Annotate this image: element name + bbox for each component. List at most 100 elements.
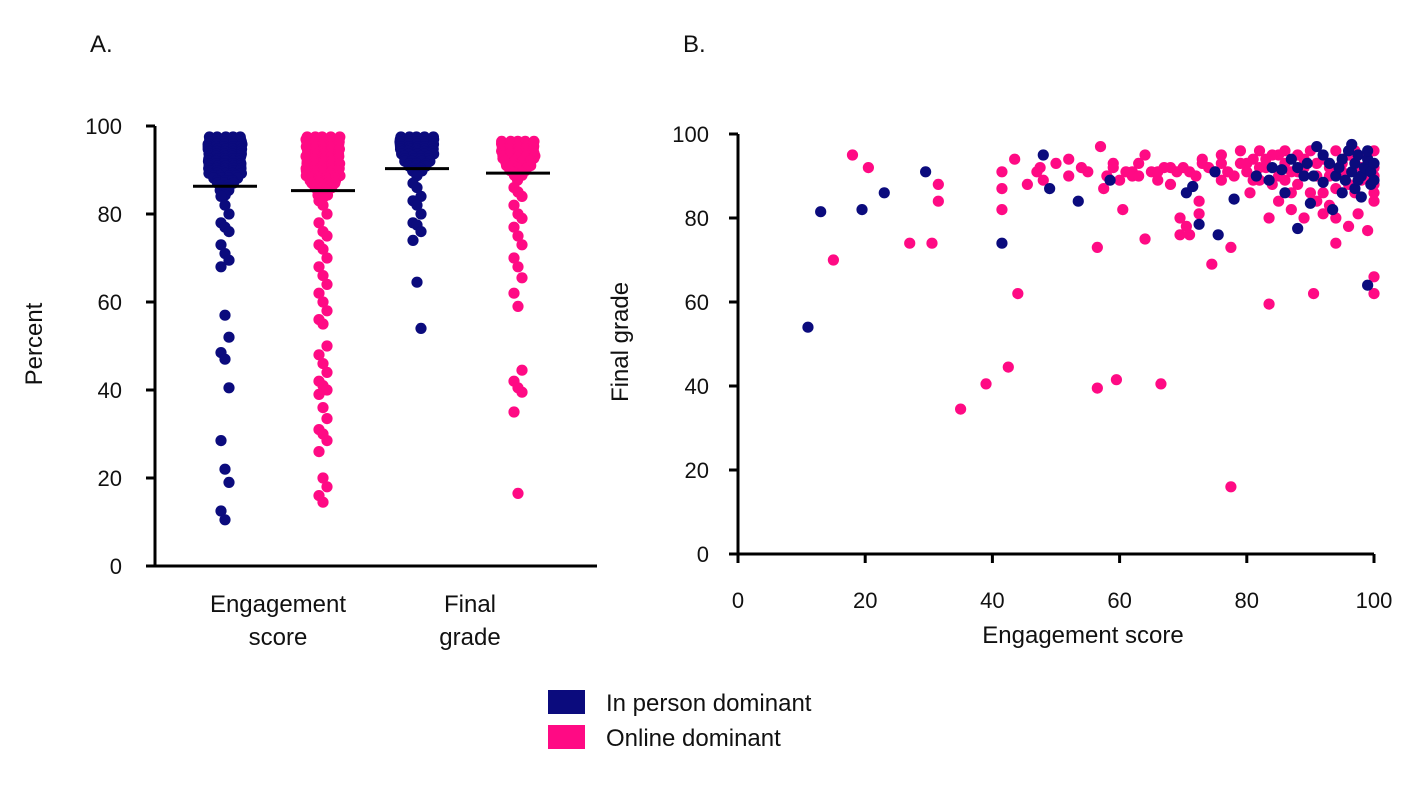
scatter-point: [1263, 174, 1275, 186]
scatter-point: [904, 237, 916, 249]
swarm-point: [317, 199, 329, 211]
panel-a-y-tick-label: 60: [98, 290, 122, 315]
panel-b-y-tick-label: 20: [685, 458, 709, 483]
scatter-point: [1063, 153, 1075, 165]
scatter-point: [1110, 374, 1123, 386]
scatter-point: [1304, 197, 1316, 209]
swarm-point: [508, 221, 520, 233]
scatter-point: [1311, 157, 1323, 169]
scatter-point: [1253, 145, 1266, 157]
swarm-point: [317, 472, 329, 484]
swarm-point: [321, 230, 333, 242]
scatter-point: [955, 403, 967, 415]
scatter-point: [1250, 170, 1262, 182]
panel-b-x-axis-title: Engagement score: [982, 622, 1183, 649]
scatter-point: [1180, 220, 1192, 232]
scatter-point: [846, 149, 859, 161]
swarm-point: [407, 234, 419, 246]
scatter-point: [1304, 187, 1316, 199]
swarm-point: [219, 514, 231, 526]
scatter-point: [1362, 279, 1374, 291]
legend-label-in-person: In person dominant: [606, 690, 812, 717]
swarm-point: [415, 208, 427, 220]
swarm-point: [321, 305, 333, 317]
swarm-point: [321, 278, 333, 290]
panel-b-axes: [736, 134, 1374, 556]
scatter-point: [1104, 174, 1116, 186]
scatter-point: [1352, 208, 1364, 220]
swarm-point: [508, 252, 520, 264]
scatter-point: [1009, 153, 1021, 165]
swarm-point: [215, 505, 227, 517]
scatter-point: [1327, 204, 1339, 216]
scatter-point: [1091, 241, 1103, 253]
scatter-point: [920, 166, 932, 178]
panel-a-axes: [153, 126, 597, 568]
swarm-point: [516, 364, 528, 376]
scatter-point: [1117, 204, 1129, 216]
legend-label-online: Online dominant: [606, 725, 781, 752]
scatter-point: [1368, 288, 1380, 300]
swarm-point: [411, 199, 423, 211]
panel-b-x-tick-label: 80: [1235, 588, 1259, 613]
swarm-point: [516, 272, 528, 284]
scatter-point: [1346, 166, 1358, 178]
scatter-point: [1330, 237, 1342, 249]
swarm-point: [313, 388, 325, 400]
panel-b-letter: B.: [683, 31, 706, 58]
swarm-point: [411, 276, 423, 288]
panel-b: B. Final grade 0 20 40 60 80 100 0 20 40 60 80 100…: [607, 31, 1392, 649]
panel-a-medians: [193, 167, 550, 193]
scatter-point: [1164, 178, 1177, 190]
legend-swatch-in-person: [548, 690, 585, 714]
scatter-point: [1317, 149, 1329, 161]
scatter-point: [1209, 166, 1221, 178]
scatter-point: [932, 178, 944, 190]
scatter-point: [1152, 166, 1164, 178]
swarm-point: [321, 252, 333, 264]
swarm-point: [321, 413, 333, 425]
panel-b-x-tick-label: 100: [1356, 588, 1393, 613]
scatter-point: [1263, 298, 1275, 310]
scatter-point: [1133, 157, 1145, 169]
scatter-point: [926, 237, 938, 249]
scatter-point: [1037, 174, 1049, 186]
scatter-point: [1228, 170, 1240, 182]
panel-b-y-tick-label: 40: [685, 374, 709, 399]
swarm-point: [415, 226, 427, 238]
scatter-point: [1152, 174, 1164, 186]
scatter-point: [827, 254, 840, 266]
panel-a-group-label-2-line-1: Final: [444, 591, 496, 618]
scatter-point: [1301, 157, 1313, 169]
panel-b-x-tick-label: 20: [853, 588, 877, 613]
swarm-point: [317, 243, 329, 255]
scatter-point: [856, 204, 868, 216]
scatter-point: [1336, 153, 1348, 165]
scatter-point: [1174, 229, 1186, 241]
panel-a: A. Percent 0 20 40 60 80 100 Engagement score…: [21, 31, 597, 651]
swarm-point: [508, 287, 520, 299]
scatter-point: [1292, 178, 1304, 190]
swarm-point: [321, 481, 333, 493]
swarm-point: [516, 386, 528, 398]
swarm-point: [219, 309, 231, 321]
scatter-point: [1044, 183, 1056, 195]
scatter-point: [1368, 157, 1380, 169]
scatter-point: [1072, 195, 1084, 207]
scatter-point: [1342, 220, 1355, 232]
swarm-point: [223, 208, 235, 220]
scatter-point: [1276, 164, 1288, 176]
scatter-point: [802, 321, 814, 333]
scatter-point: [1215, 149, 1227, 161]
panel-b-x-tick-label: 40: [980, 588, 1004, 613]
scatter-point: [1183, 229, 1196, 241]
scatter-point: [1234, 157, 1247, 169]
scatter-point: [1279, 145, 1291, 157]
panel-b-y-axis-title: Final grade: [607, 282, 634, 402]
swarm-point: [219, 463, 231, 475]
scatter-point: [1307, 170, 1320, 182]
scatter-point: [1349, 157, 1361, 169]
panel-a-group-label-1-line-2: score: [249, 624, 308, 651]
scatter-point: [1037, 149, 1049, 161]
swarm-point: [321, 208, 333, 220]
